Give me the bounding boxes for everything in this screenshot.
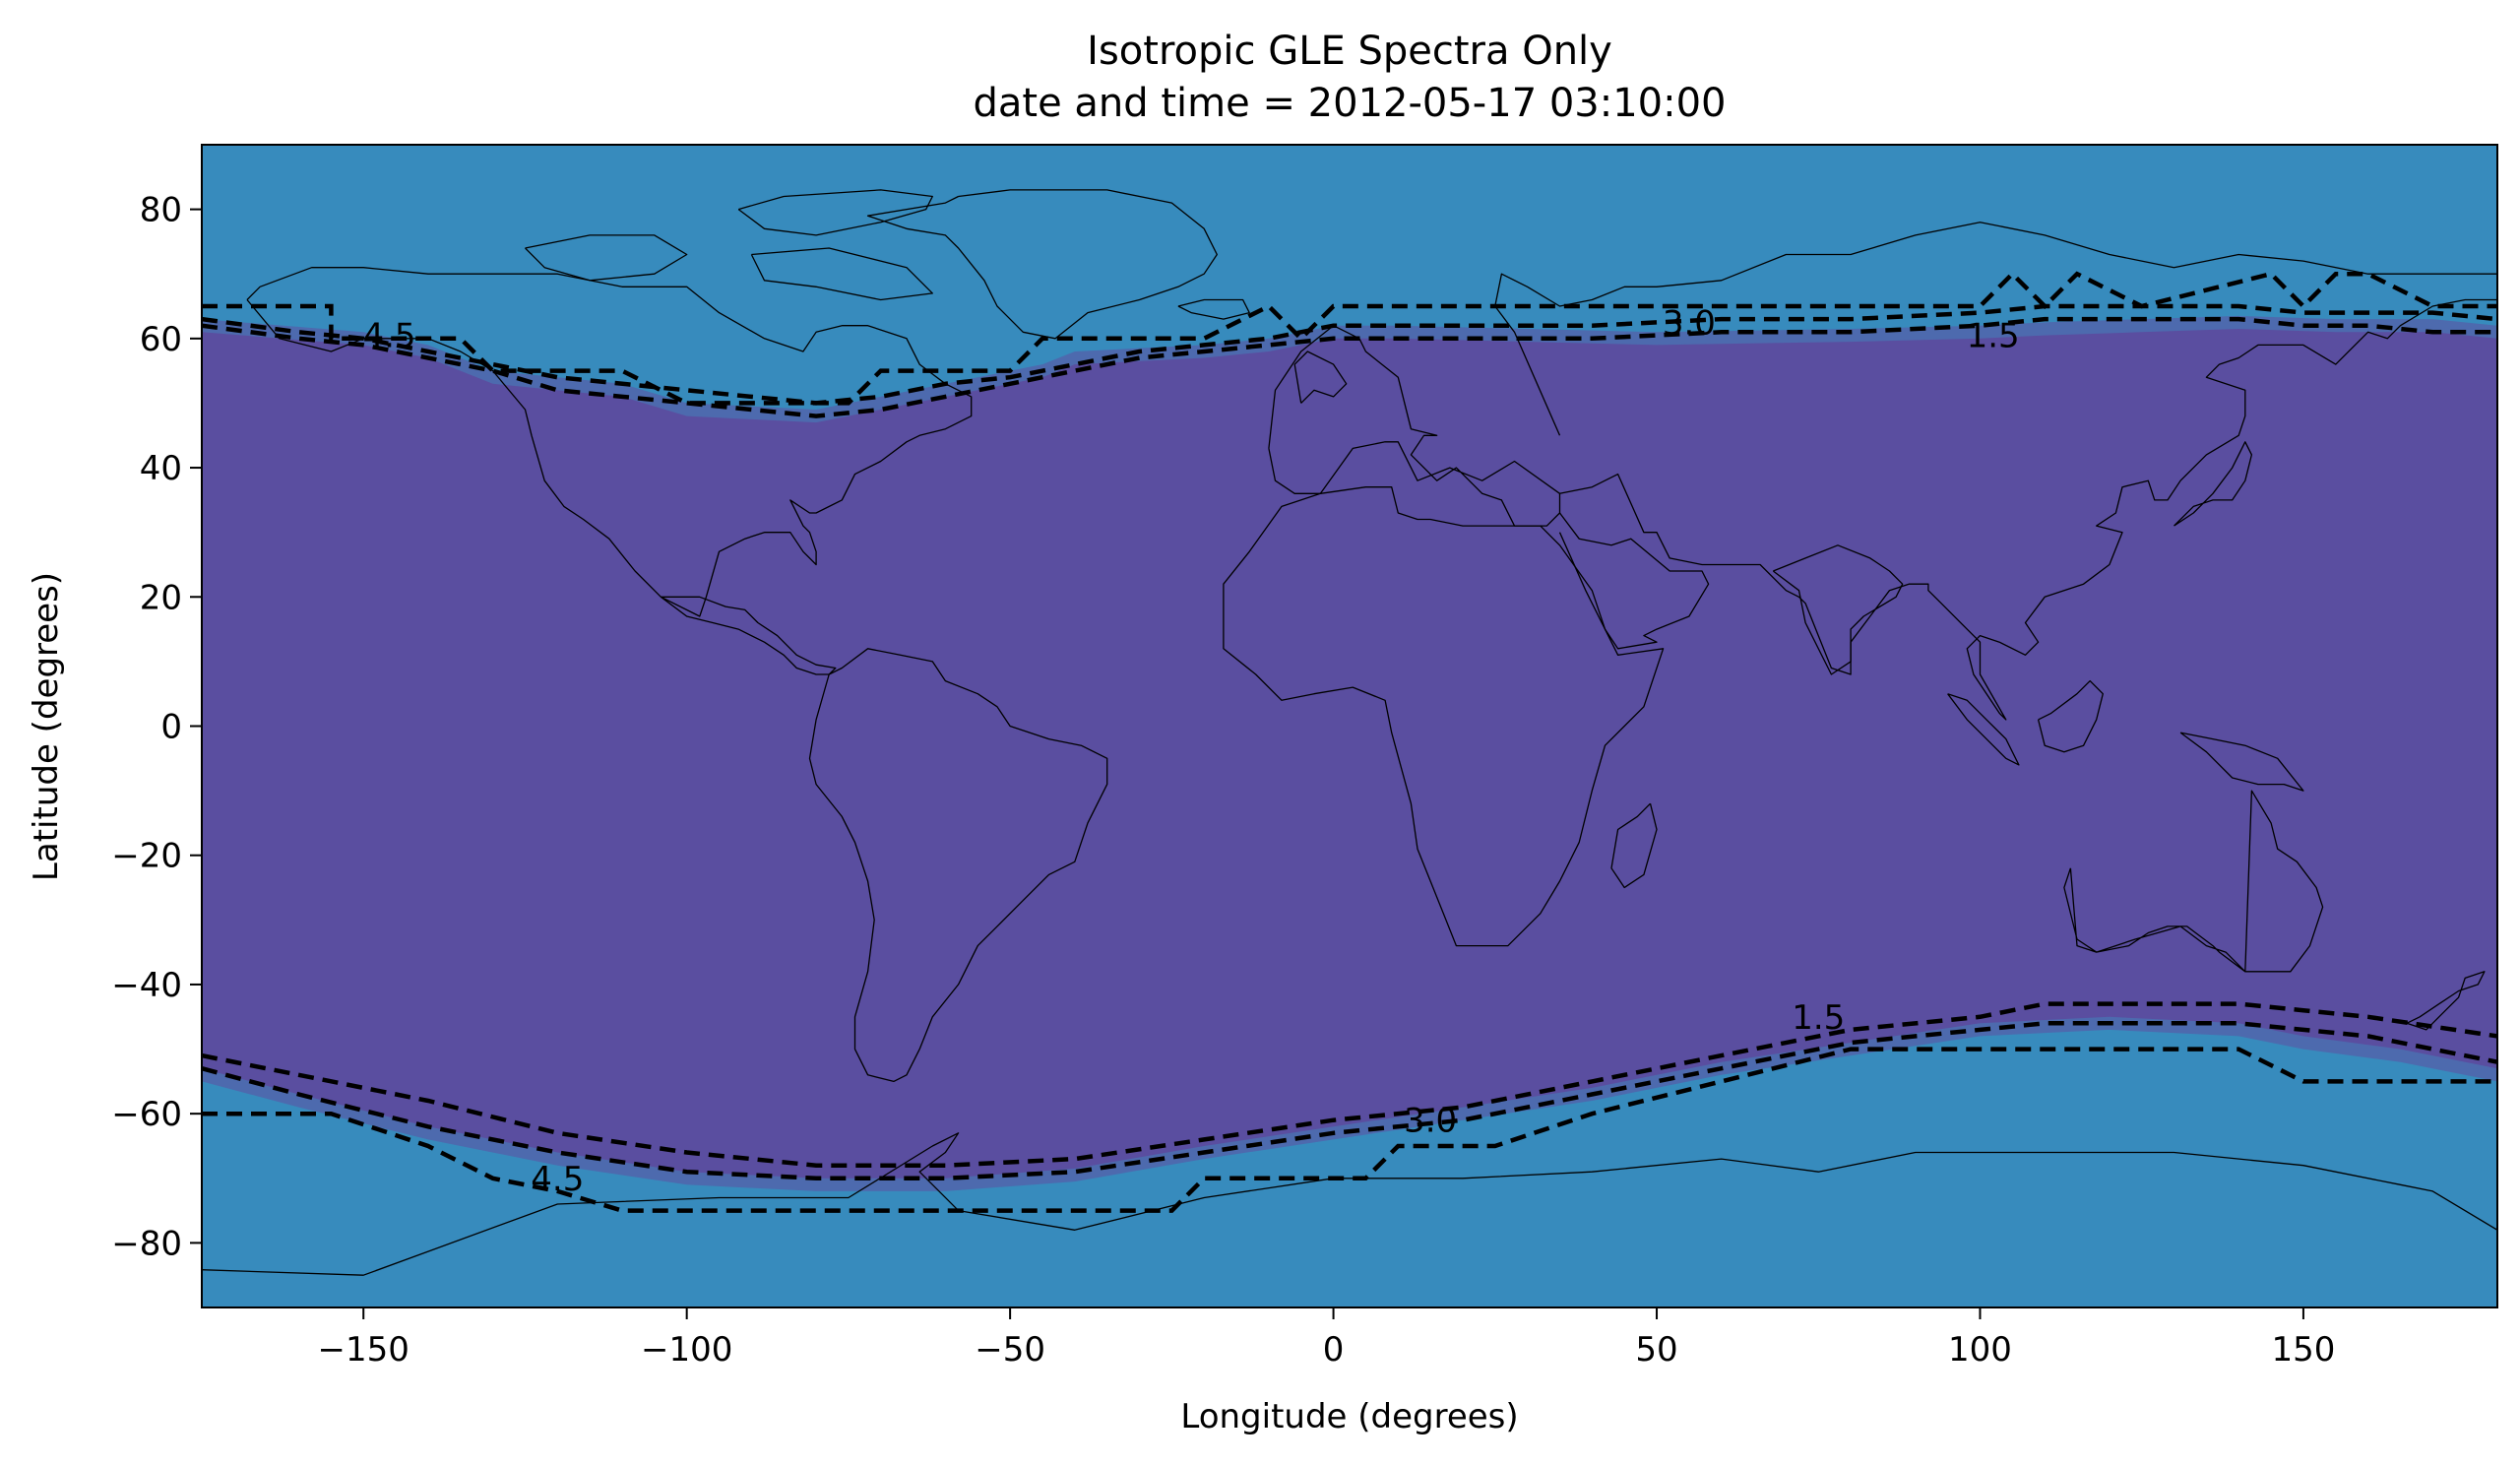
chart-subtitle: date and time = 2012-05-17 03:10:00 <box>973 81 1726 126</box>
y-axis-label: Latitude (degrees) <box>27 572 66 881</box>
contour-label: 4.5 <box>362 317 415 356</box>
coastline-japan <box>2174 441 2253 527</box>
y-tick-label: 60 <box>140 320 182 359</box>
low-cutoff-region <box>202 329 2497 1179</box>
x-tick-label: 0 <box>1323 1330 1345 1370</box>
coastline-borneo <box>2037 679 2104 753</box>
contour-label: 3.0 <box>1663 303 1716 343</box>
x-tick-label: 150 <box>2271 1330 2335 1370</box>
coastline-eurasia <box>1268 325 1561 527</box>
contour-4-5-north <box>202 271 2497 406</box>
contour-layer <box>202 271 2497 1213</box>
coastline-madagascar <box>1610 802 1658 889</box>
x-tick-label: −50 <box>975 1330 1045 1370</box>
coastline-sumatra <box>1947 693 2020 766</box>
contour-1-5-south <box>202 1001 2497 1168</box>
coastline-layer <box>202 189 2497 1307</box>
y-tick-label: −60 <box>111 1095 182 1134</box>
y-axis: −80 −60 −40 −20 0 20 40 60 80 <box>111 191 202 1263</box>
coastline-arabia <box>1558 512 1710 650</box>
contour-label-layer: 1.5 3.0 4.5 1.5 3.0 4.5 <box>362 303 2019 1198</box>
coastline-antarctica <box>202 1132 2497 1307</box>
x-axis-label: Longitude (degrees) <box>1180 1397 1518 1436</box>
x-tick-label: −150 <box>318 1330 410 1370</box>
coastline-australia <box>2063 790 2324 973</box>
coastline-arctic-island-1 <box>737 189 933 236</box>
coastline-south-america <box>808 648 1108 1083</box>
x-tick-label: 50 <box>1635 1330 1677 1370</box>
coastline-iceland <box>1177 298 1250 320</box>
y-tick-label: −20 <box>111 837 182 876</box>
coastline-new-guinea <box>2179 732 2304 792</box>
coastline-north-america <box>246 267 973 617</box>
x-axis: −150 −100 −50 0 50 100 150 <box>318 1307 2335 1370</box>
coastline-greenland <box>866 189 1218 340</box>
contour-label: 1.5 <box>1967 317 2020 356</box>
contour-label: 3.0 <box>1404 1102 1457 1141</box>
coastline-central-america <box>661 596 837 675</box>
coastline-arctic-island-2 <box>750 247 933 301</box>
y-tick-label: 20 <box>140 578 182 617</box>
coastline-india <box>1772 544 1904 675</box>
y-tick-label: 0 <box>160 708 182 747</box>
contour-label: 4.5 <box>531 1160 584 1199</box>
plot-area: 1.5 3.0 4.5 1.5 3.0 4.5 <box>202 145 2497 1307</box>
coastline-great-britain <box>1293 351 1348 404</box>
contour-3-0-south <box>202 1021 2497 1181</box>
coastline-arctic-island-3 <box>525 234 688 282</box>
contour-4-5-south <box>202 1047 2497 1213</box>
chart-title: Isotropic GLE Spectra Only <box>1087 29 1612 74</box>
y-tick-label: 40 <box>140 449 182 488</box>
coastline-africa <box>1223 486 1665 947</box>
y-tick-label: −40 <box>111 966 182 1005</box>
x-tick-label: 100 <box>1948 1330 2012 1370</box>
x-tick-label: −100 <box>641 1330 732 1370</box>
contour-label: 1.5 <box>1792 998 1845 1038</box>
y-tick-label: −80 <box>111 1224 182 1263</box>
coastline-new-zealand <box>2406 971 2486 1031</box>
y-tick-label: 80 <box>140 191 182 230</box>
